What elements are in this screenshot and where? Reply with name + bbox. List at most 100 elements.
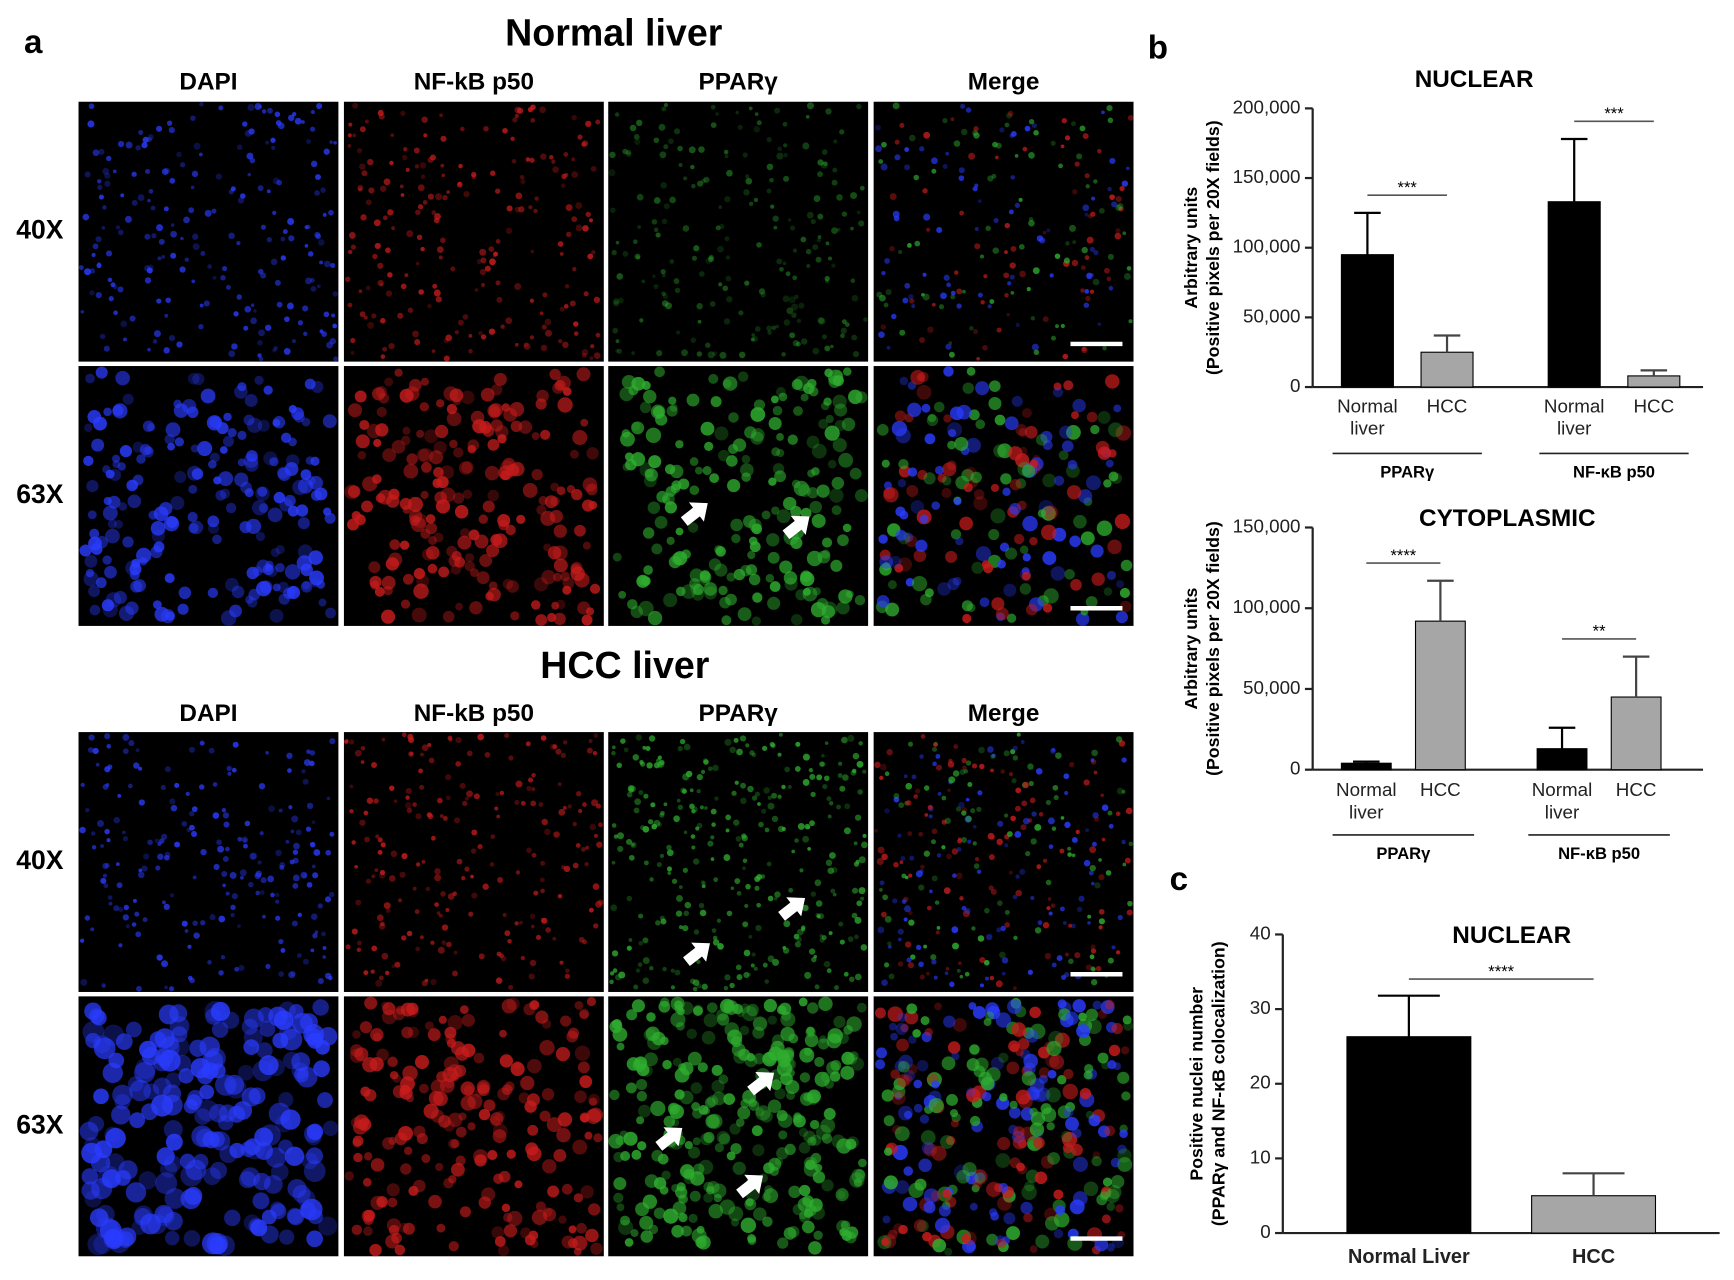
cell-signal: [988, 854, 995, 861]
cell-signal: [492, 253, 497, 258]
cell-signal: [377, 262, 384, 269]
cell-signal: [270, 1203, 287, 1220]
cell-signal: [376, 1048, 389, 1062]
cell-signal: [1010, 245, 1017, 252]
cell-signal: [560, 752, 566, 759]
cell-signal: [593, 833, 598, 838]
cell-signal: [953, 140, 961, 147]
cell-signal: [306, 1147, 324, 1165]
cell-signal: [188, 746, 195, 753]
cell-signal: [402, 573, 414, 585]
cell-signal: [813, 1230, 823, 1240]
chart-title: NUCLEAR: [1415, 66, 1534, 93]
cell-signal: [983, 274, 988, 279]
cell-signal: [369, 1243, 382, 1257]
cell-signal: [801, 1220, 815, 1234]
cell-signal: [689, 457, 699, 466]
cell-signal: [102, 555, 112, 565]
cell-signal: [637, 225, 642, 229]
cell-signal: [272, 210, 277, 215]
cell-signal: [1000, 769, 1005, 774]
cell-signal: [811, 514, 826, 528]
cell-signal: [564, 284, 570, 289]
cell-signal: [879, 880, 885, 886]
cell-signal: [191, 279, 196, 284]
cell-signal: [952, 873, 957, 878]
bar: [1610, 696, 1662, 771]
cell-signal: [898, 802, 905, 808]
cell-signal: [942, 118, 948, 124]
cell-signal: [767, 1015, 777, 1025]
cell-signal: [101, 226, 106, 230]
cell-signal: [104, 565, 117, 579]
cell-signal: [879, 563, 892, 576]
cell-signal: [183, 216, 190, 224]
cell-signal: [247, 597, 258, 608]
cell-signal: [752, 1016, 768, 1031]
cell-signal: [488, 328, 496, 335]
cell-signal: [1003, 813, 1009, 818]
cell-signal: [745, 177, 753, 185]
cell-signal: [762, 1192, 771, 1202]
cell-signal: [643, 565, 653, 575]
cell-signal: [420, 246, 425, 252]
cell-signal: [974, 1172, 986, 1184]
cell-signal: [311, 820, 316, 825]
cell-signal: [629, 124, 637, 132]
cell-signal: [989, 975, 995, 981]
cell-signal: [380, 354, 386, 359]
cell-signal: [774, 891, 781, 898]
cell-signal: [80, 309, 85, 314]
cell-signal: [699, 571, 712, 583]
cell-signal: [371, 313, 377, 319]
cell-signal: [238, 1171, 256, 1189]
cell-signal: [902, 1074, 913, 1085]
cell-signal: [677, 1007, 685, 1016]
cell-signal: [973, 496, 988, 511]
cell-signal: [78, 265, 84, 270]
cell-signal: [860, 944, 868, 951]
cell-signal: [101, 982, 106, 988]
cell-signal: [88, 585, 100, 598]
cell-signal: [416, 234, 423, 241]
cell-signal: [625, 1082, 637, 1094]
cell-signal: [725, 275, 732, 282]
cell-signal: [730, 1143, 742, 1155]
cell-signal: [1071, 259, 1079, 267]
cell-signal: [280, 1028, 303, 1051]
cell-signal: [79, 1121, 99, 1141]
cell-signal: [1089, 864, 1096, 872]
cell-signal: [1107, 957, 1114, 964]
cell-signal: [416, 1133, 428, 1145]
cell-signal: [705, 257, 712, 264]
cell-signal: [511, 158, 517, 164]
cell-signal: [617, 832, 625, 840]
cell-signal: [1004, 922, 1011, 928]
cell-signal: [1104, 999, 1115, 1010]
cell-signal: [581, 352, 587, 358]
cell-signal: [777, 1237, 789, 1249]
cell-signal: [711, 822, 716, 827]
cell-signal: [452, 492, 465, 504]
cell-signal: [999, 127, 1005, 133]
cell-signal: [129, 315, 136, 322]
cell-signal: [91, 252, 96, 257]
cell-signal: [1046, 906, 1051, 911]
cell-signal: [833, 139, 838, 144]
cell-signal: [903, 1110, 913, 1119]
cell-signal: [1098, 908, 1105, 915]
cell-signal: [683, 743, 691, 751]
cell-signal: [230, 912, 235, 918]
cell-signal: [827, 814, 832, 819]
cell-signal: [79, 938, 85, 943]
cell-signal: [699, 805, 704, 810]
cell-signal: [1035, 1234, 1050, 1249]
cell-signal: [702, 466, 712, 476]
cell-signal: [466, 750, 473, 757]
cell-signal: [972, 1005, 986, 1019]
cell-signal: [710, 857, 715, 861]
cell-signal: [117, 286, 124, 293]
cell-signal: [117, 793, 122, 798]
cell-signal: [415, 862, 421, 867]
cell-signal: [945, 966, 950, 971]
